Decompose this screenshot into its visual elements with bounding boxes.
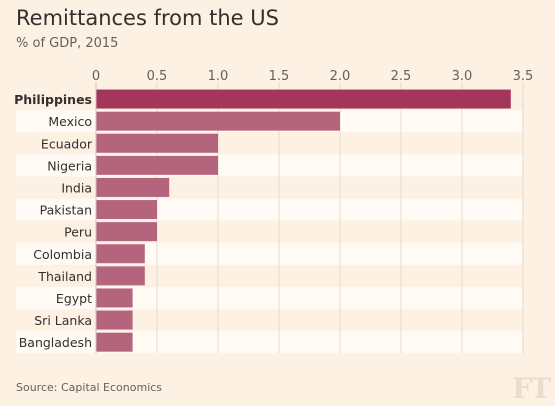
category-label: Sri Lanka [34,313,92,328]
bar [96,310,133,330]
bar-chart: 0 0.5 1.0 1.5 2.0 2.5 3.0 3.5 Philippines Mexico E… [14,69,534,354]
row-stripe [16,242,523,265]
x-tick-label: 0 [92,69,100,84]
x-tick-label: 1.0 [208,69,229,84]
bar [96,111,340,131]
bar [96,133,218,153]
category-label: Peru [64,225,92,240]
row-stripe [16,154,523,177]
category-label: Nigeria [47,158,92,173]
row-stripe [16,286,523,309]
ft-logo: FT [512,372,551,405]
x-tick-label: 2.0 [330,69,351,84]
bar [96,244,145,264]
category-label: Thailand [37,269,92,284]
chart-title: Remittances from the US [16,6,279,30]
bar [96,89,511,109]
bar [96,288,133,308]
category-label: Mexico [48,114,92,129]
bar [96,200,157,220]
bar [96,266,145,286]
chart-subtitle: % of GDP, 2015 [16,36,119,51]
x-tick-label: 1.5 [269,69,290,84]
bar [96,177,170,197]
bar [96,155,218,175]
bar [96,222,157,242]
x-tick-label: 3.5 [513,69,534,84]
category-label: Pakistan [40,203,92,218]
source-note: Source: Capital Economics [16,381,163,394]
category-label: India [61,180,92,195]
bar [96,332,133,352]
x-tick-label: 3.0 [452,69,473,84]
row-stripe [16,331,523,354]
x-tick-label: 0.5 [147,69,168,84]
category-label: Colombia [33,247,92,262]
category-label: Egypt [56,291,92,306]
category-label: Philippines [14,92,92,107]
category-label: Ecuador [41,136,93,151]
row-stripe [16,198,523,221]
x-tick-label: 2.5 [391,69,412,84]
category-label: Bangladesh [19,335,92,350]
